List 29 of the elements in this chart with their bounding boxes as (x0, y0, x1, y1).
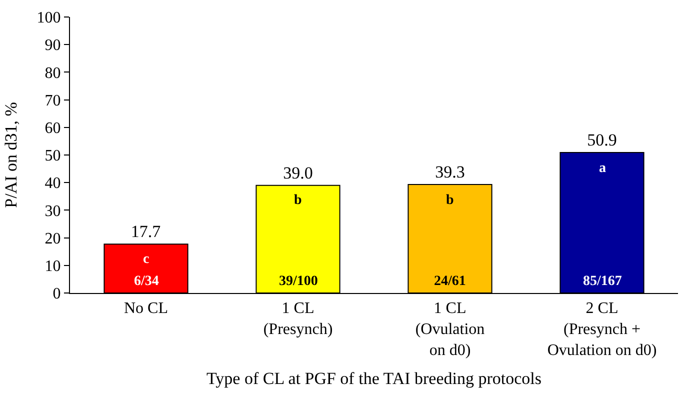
y-tick-label: 60 (44, 120, 61, 137)
annotation: a (599, 161, 606, 176)
y-tick-label: 40 (44, 175, 61, 192)
y-axis-title: P/AI on d31, % (1, 102, 20, 208)
x-tick-label: No CL (124, 300, 168, 318)
y-tick-label: 30 (44, 202, 61, 220)
data-label: 50.9 (587, 130, 617, 150)
data-label: 39.0 (283, 163, 313, 182)
data-label: 39.3 (435, 162, 465, 182)
y-tick-label: 0 (52, 286, 61, 303)
x-tick-label: 1 CL (Ovulation on d0) (415, 300, 485, 359)
annotation: b (294, 193, 302, 208)
y-tick-label: 20 (44, 230, 61, 248)
y-tick-label: 50 (44, 148, 61, 165)
x-axis-title: Type of CL at PGF of the TAI breeding protocols (206, 369, 542, 388)
y-tick-label: 100 (36, 10, 61, 27)
annotation: c (143, 252, 150, 267)
annotation: 24/61 (434, 274, 466, 289)
y-tick-label: 10 (44, 258, 61, 275)
y-tick-label: 70 (44, 92, 61, 110)
data-label: 17.7 (130, 222, 162, 242)
annotation: 6/34 (134, 274, 159, 289)
y-tick-label: 80 (44, 64, 61, 82)
x-tick-label: 1 CL (Presynch) (263, 300, 333, 338)
annotation: 39/100 (279, 274, 318, 289)
annotation: b (446, 193, 454, 208)
y-tick-label: 90 (44, 37, 61, 54)
annotation: 85/167 (583, 274, 622, 289)
x-tick-label: 2 CL (Presynch + Ovulation on d0) (547, 300, 657, 359)
